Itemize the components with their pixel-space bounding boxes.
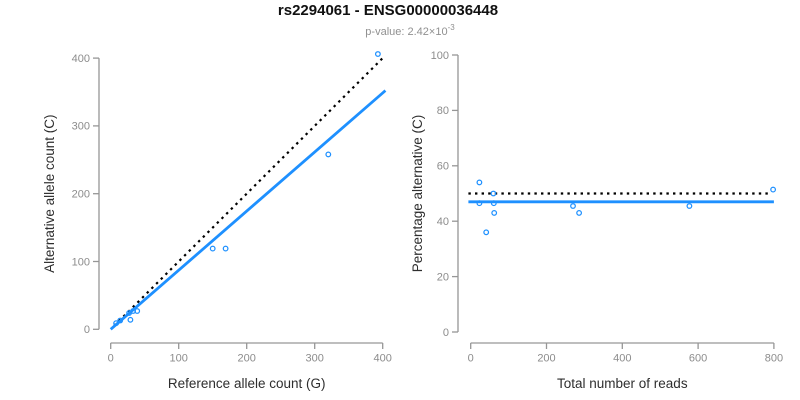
y-axis-title: Percentage alternative (C) bbox=[410, 115, 425, 273]
x-tick-label: 0 bbox=[468, 353, 474, 365]
data-point bbox=[490, 190, 497, 197]
fit-line bbox=[109, 89, 387, 331]
reference-dashed-line bbox=[113, 55, 385, 327]
data-point bbox=[476, 179, 483, 186]
data-point bbox=[476, 200, 483, 207]
y-tick-label: 0 bbox=[443, 327, 449, 339]
y-tick-label: 300 bbox=[72, 121, 90, 133]
x-axis-title: Total number of reads bbox=[557, 376, 688, 391]
right-scatter-panel: 0 200 400 600 800 0 20 40 60 80 100 Total number of… bbox=[410, 50, 783, 391]
y-tick-label: 400 bbox=[72, 53, 90, 65]
x-tick-label: 400 bbox=[374, 353, 392, 365]
x-tick-label: 400 bbox=[613, 353, 631, 365]
left-scatter-panel: 0 100 200 300 400 0 100 200 300 400 Reference alle… bbox=[42, 51, 392, 391]
data-point bbox=[483, 229, 490, 236]
figure-subtitle: p-value: 2.42×10-3 bbox=[365, 23, 455, 38]
data-point bbox=[222, 245, 229, 252]
data-point bbox=[113, 320, 120, 327]
y-tick-label: 0 bbox=[84, 324, 90, 336]
x-axis-title: Reference allele count (G) bbox=[168, 376, 326, 391]
data-point bbox=[134, 308, 141, 314]
y-tick-label: 200 bbox=[72, 189, 90, 201]
y-tick-label: 60 bbox=[437, 161, 449, 173]
y-tick-label: 100 bbox=[431, 50, 449, 62]
data-point bbox=[491, 209, 498, 216]
x-tick-label: 300 bbox=[306, 353, 324, 365]
x-tick-label: 0 bbox=[108, 353, 114, 365]
y-tick-label: 40 bbox=[437, 216, 449, 228]
data-point bbox=[576, 209, 583, 216]
y-tick-label: 80 bbox=[437, 105, 449, 117]
data-point bbox=[209, 245, 216, 252]
data-point bbox=[490, 200, 497, 207]
y-tick-label: 100 bbox=[72, 256, 90, 268]
y-tick-label: 20 bbox=[437, 271, 449, 283]
x-tick-label: 800 bbox=[765, 353, 783, 365]
data-point bbox=[686, 203, 693, 209]
data-point bbox=[770, 186, 777, 193]
data-point bbox=[570, 203, 576, 209]
x-tick-label: 600 bbox=[689, 353, 707, 365]
data-point bbox=[374, 51, 381, 57]
data-point bbox=[117, 317, 124, 324]
x-tick-label: 100 bbox=[170, 353, 188, 365]
y-axis-title: Alternative allele count (C) bbox=[42, 115, 57, 273]
page-title: rs2294061 - ENSG00000036448 bbox=[278, 2, 498, 19]
data-point bbox=[325, 151, 332, 158]
x-tick-label: 200 bbox=[537, 353, 555, 365]
x-tick-label: 200 bbox=[238, 353, 256, 365]
data-point bbox=[127, 316, 134, 323]
